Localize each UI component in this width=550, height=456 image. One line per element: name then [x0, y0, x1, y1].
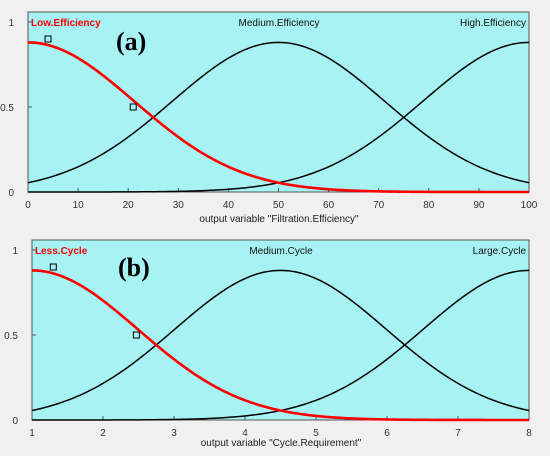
x-tick-label: 40 [223, 200, 235, 211]
x-tick-label: 90 [473, 200, 485, 211]
x-tick-label: 2 [100, 428, 106, 439]
x-tick-label: 6 [384, 428, 390, 439]
point-marker [132, 331, 140, 339]
series-line-less-cycle [31, 269, 529, 422]
series-line-medium-efficiency [27, 41, 530, 184]
mf-label-less-cycle: Less.Cycle [35, 246, 88, 257]
x-tick-label: 8 [526, 428, 532, 439]
x-axis-label-a: output variable "Filtration.Efficiency" [199, 214, 359, 225]
x-tick-label: 80 [423, 200, 435, 211]
mf-label-medium-cycle: Medium.Cycle [249, 246, 313, 257]
x-tick-label: 3 [171, 428, 177, 439]
panel-label-a: (a) [116, 27, 146, 56]
mf-label-high-efficiency: High.Efficiency [460, 18, 526, 29]
x-tick-label: 7 [455, 428, 461, 439]
x-tick-label: 1 [29, 428, 35, 439]
plot-area-b [31, 239, 530, 421]
y-tick-label: 1 [8, 18, 14, 29]
y-tick-label: 0.5 [4, 331, 18, 342]
series-line-medium-cycle [31, 269, 530, 412]
y-tick-label: 0.5 [0, 103, 14, 114]
x-tick-label: 50 [273, 200, 285, 211]
x-tick-label: 70 [373, 200, 385, 211]
x-tick-label: 5 [313, 428, 319, 439]
series-line-low-efficiency [27, 41, 529, 194]
x-tick-label: 0 [25, 200, 31, 211]
plot-area-a [27, 11, 530, 193]
x-tick-label: 20 [123, 200, 135, 211]
x-tick-label: 100 [521, 200, 538, 211]
x-tick-label: 60 [323, 200, 335, 211]
y-tick-label: 0 [8, 188, 14, 199]
mf-label-large-cycle: Large.Cycle [473, 246, 527, 257]
mf-label-low-efficiency: Low.Efficiency [31, 18, 101, 29]
point-marker [129, 103, 137, 111]
y-tick-label: 0 [12, 416, 18, 427]
x-tick-label: 4 [242, 428, 248, 439]
y-tick-label: 1 [12, 246, 18, 257]
panel-a: 0 10 20 30 40 50 60 70 80 90 100 0 0.5 1 Low.Efficien… [0, 11, 538, 225]
x-tick-label: 10 [73, 200, 85, 211]
x-axis-label-b: output variable "Cycle.Requirement" [201, 438, 362, 449]
point-marker [49, 263, 57, 271]
x-tick-label: 30 [173, 200, 185, 211]
point-marker [44, 35, 52, 43]
mf-label-medium-efficiency: Medium.Efficiency [239, 18, 320, 29]
panel-label-b: (b) [118, 253, 150, 282]
panel-b: 1 2 3 4 5 6 7 8 0 0.5 1 Less.Cycle Medium.Cycle La… [0, 229, 550, 456]
